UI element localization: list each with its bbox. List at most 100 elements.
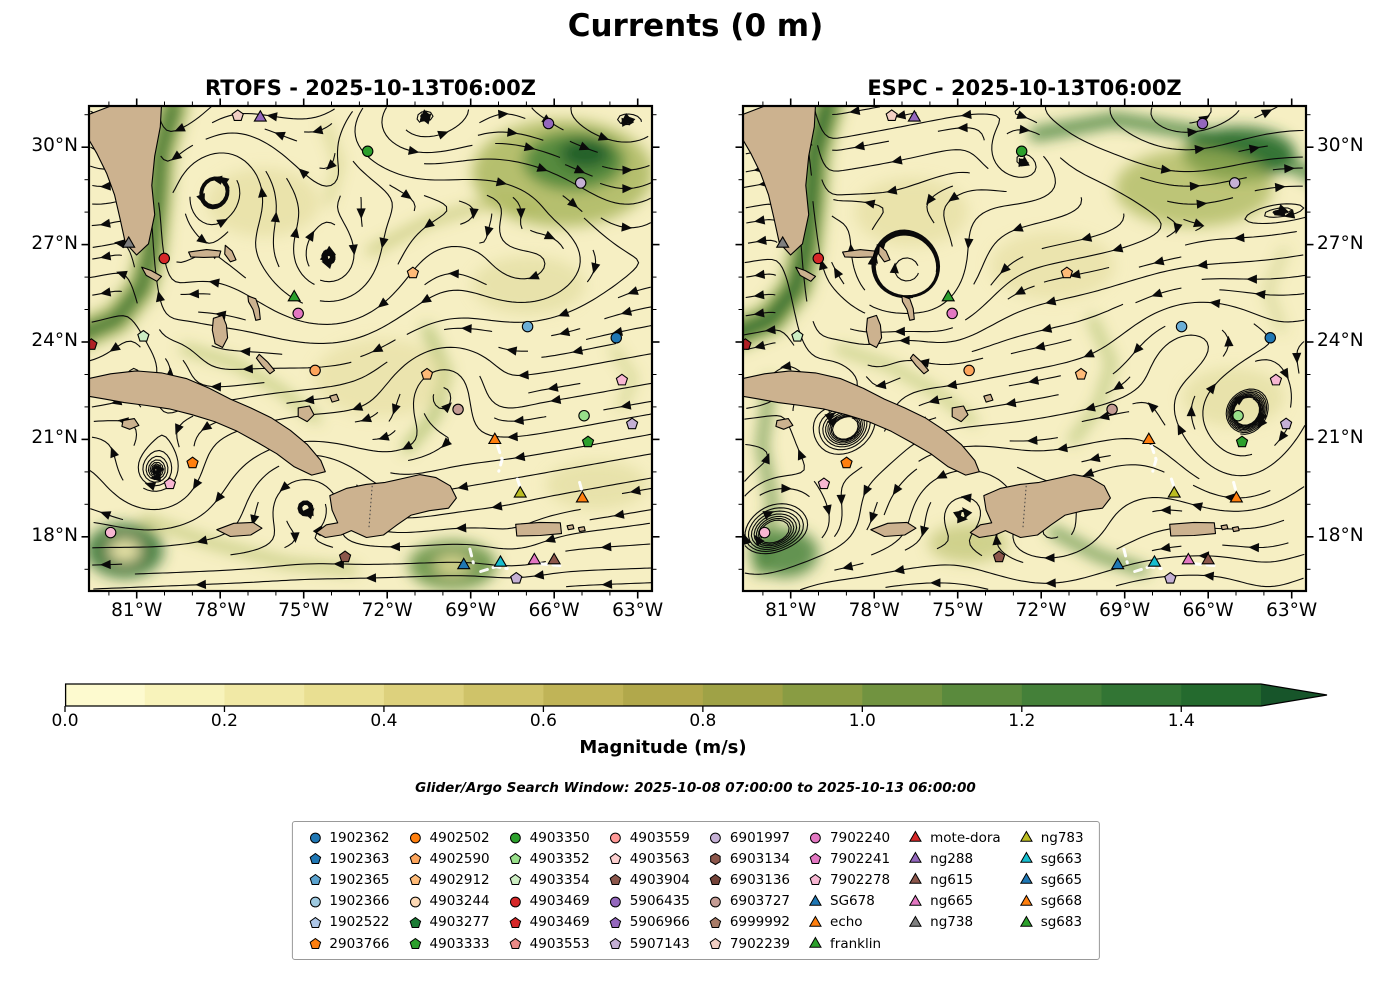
circle-marker-icon [609, 832, 621, 844]
lon-tick-label: 78°W [848, 600, 900, 621]
lon-tick-label: 81°W [111, 600, 163, 621]
legend-entry: 4903469 [508, 891, 590, 912]
streamlines [89, 106, 652, 590]
triangle-marker-icon [909, 894, 923, 906]
legend-entry: 2903766 [307, 933, 390, 954]
legend-column: mote-dora ng288 ng615 ng665 ng738 [899, 827, 1010, 933]
circle-marker-icon [709, 832, 721, 844]
circle-marker-icon [409, 896, 421, 908]
hexagon-marker-icon [710, 853, 721, 866]
legend-entry-label: 1902365 [329, 871, 390, 888]
legend-box: 1902362 1902363 1902365 1902366 1902522 29037… [291, 821, 1100, 961]
lat-tick-label-right: 27°N [1317, 232, 1364, 254]
lat-tick-label-left: 30°N [31, 135, 78, 157]
legend-entry: franklin [808, 933, 890, 954]
legend-entry-label: 6901997 [729, 829, 791, 846]
legend-entry: ng615 [908, 869, 1001, 890]
pentagon-marker-icon [609, 853, 622, 865]
colorbar-tick-label: 1.4 [1167, 711, 1195, 731]
legend-entry-label: 4903559 [629, 829, 690, 846]
legend-entry: ng288 [908, 848, 1001, 869]
legend-entry-label: 4903563 [629, 850, 690, 867]
triangle-marker-icon [809, 915, 822, 927]
legend-entry: ng665 [908, 891, 1001, 912]
legend-entry-label: 1902522 [329, 914, 390, 931]
legend-entry-label: 7902240 [830, 829, 891, 846]
legend-column: 1902362 1902363 1902365 1902366 1902522 29037… [298, 827, 398, 954]
pentagon-marker-icon [809, 853, 822, 865]
legend-entry: 4903553 [508, 933, 590, 954]
axis-ticks [81, 98, 660, 599]
legend-entry-label: 6903134 [729, 850, 791, 867]
legend-entry: 7902278 [808, 869, 890, 890]
legend-entry-label: 4903469 [529, 893, 590, 910]
legend-entry-label: 7902241 [830, 850, 891, 867]
legend-entry: ng738 [908, 912, 1001, 933]
legend-entry-label: 6903136 [729, 871, 791, 888]
lon-tick-label: 75°W [932, 600, 984, 621]
legend-entry: 7902240 [808, 827, 890, 848]
colorbar-tick-label: 0.4 [370, 711, 398, 731]
lon-tick-label: 69°W [1099, 600, 1151, 621]
lat-tick-label-left: 21°N [31, 427, 78, 449]
axis-ticks [735, 98, 1314, 599]
lon-tick-label: 81°W [765, 600, 817, 621]
legend-entry: 1902362 [307, 827, 390, 848]
pentagon-marker-icon [809, 874, 822, 886]
legend-column: 4902502 4902590 4902912 4903244 4903277 49033… [399, 827, 499, 954]
circle-marker-icon [509, 896, 521, 908]
legend-entry-label: echo [830, 914, 863, 931]
circle-marker-icon [309, 896, 321, 908]
circle-marker-icon [709, 896, 721, 908]
land-coastlines [88, 105, 586, 539]
pentagon-marker-icon [309, 874, 321, 886]
pentagon-marker-icon [609, 937, 622, 949]
legend-entry: 5906435 [608, 891, 690, 912]
legend-entry-label: 4902502 [429, 829, 490, 846]
legend-entry-label: ng615 [930, 871, 974, 888]
colorbar-tick-label: 0.2 [210, 711, 238, 731]
legend-entry-label: 6903727 [729, 893, 791, 910]
legend-entry-label: 4903354 [529, 871, 590, 888]
legend-entry-label: 1902362 [329, 829, 390, 846]
legend-entry-label: 1902363 [329, 850, 390, 867]
pentagon-marker-icon [709, 916, 722, 928]
lon-tick-label: 63°W [612, 600, 664, 621]
pentagon-marker-icon [709, 937, 722, 949]
triangle-marker-icon [1019, 915, 1033, 927]
lon-tick-label: 63°W [1266, 600, 1318, 621]
legend-entry: 6999992 [708, 912, 790, 933]
lon-tick-label: 72°W [361, 600, 413, 621]
legend-entry-label: 7902278 [830, 871, 891, 888]
lon-tick-label: 72°W [1015, 600, 1067, 621]
legend-entry: 4903277 [408, 912, 490, 933]
pentagon-marker-icon [409, 853, 421, 865]
colorbar-tick-label: 1.2 [1008, 711, 1036, 731]
legend-entry: 4902502 [408, 827, 490, 848]
search-window-caption: Glider/Argo Search Window: 2025-10-08 07… [415, 780, 976, 796]
colorbar-tick-label: 0.6 [529, 711, 557, 731]
magnitude-field [88, 105, 653, 590]
circle-marker-icon [810, 832, 821, 844]
panel-title-rtofs: RTOFS - 2025-10-13T06:00Z [205, 76, 536, 100]
pentagon-marker-icon [609, 916, 622, 928]
legend-column: 4903350 4903352 4903354 4903469 4903469 49035… [499, 827, 599, 954]
lon-tick-label: 69°W [445, 600, 497, 621]
triangle-marker-icon [909, 872, 923, 885]
legend-entry-label: 4903904 [629, 871, 690, 888]
triangle-marker-icon [1019, 872, 1033, 885]
triangle-marker-icon [809, 894, 822, 906]
legend-entry: 1902366 [307, 891, 390, 912]
panel-title-espc: ESPC - 2025-10-13T06:00Z [867, 76, 1182, 100]
legend-entry-label: 4903553 [529, 935, 590, 952]
legend-entry-label: 4903277 [429, 914, 490, 931]
legend-column: 6901997 6903134 6903136 6903727 6999992 79022… [699, 827, 799, 954]
lat-tick-label-right: 18°N [1317, 524, 1364, 546]
legend-entry: 6903134 [708, 848, 790, 869]
legend-entry-label: 4903333 [429, 935, 490, 952]
triangle-marker-icon [1019, 830, 1033, 842]
map-rtofs [81, 98, 660, 599]
legend-entry: 1902363 [307, 848, 390, 869]
legend-entry-label: sg663 [1040, 850, 1083, 867]
